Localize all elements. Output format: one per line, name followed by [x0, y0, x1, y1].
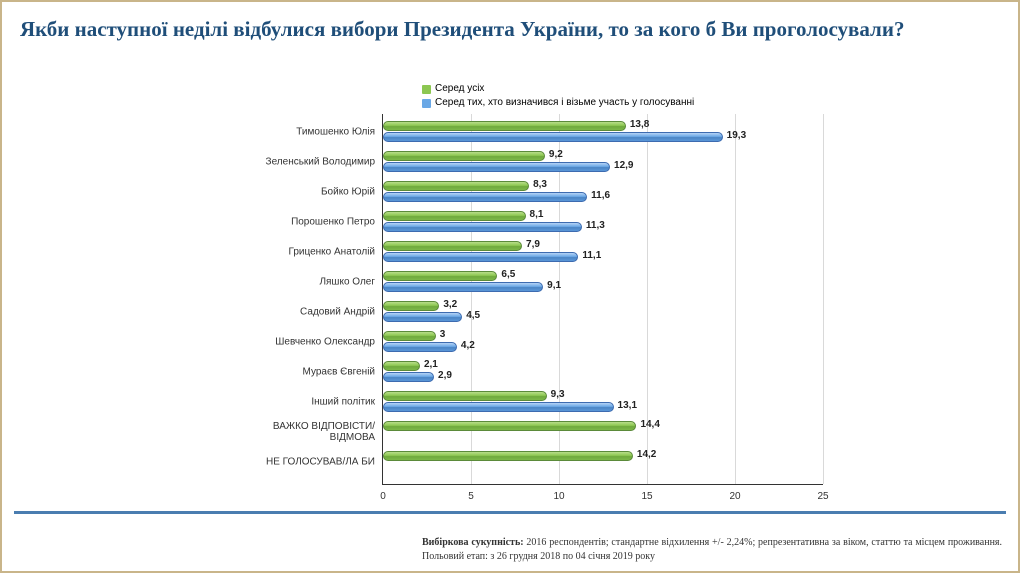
bar-series-a	[383, 151, 545, 161]
bar-value-a: 3,2	[443, 299, 457, 310]
bar-series-b	[383, 192, 587, 202]
bar-value-a: 3	[440, 329, 446, 340]
bar-value-a: 6,5	[501, 269, 515, 280]
bar-value-b: 11,1	[582, 250, 601, 261]
bar-series-b	[383, 162, 610, 172]
x-label: 0	[380, 491, 386, 502]
bar-value-a: 9,2	[549, 149, 563, 160]
category-label: Садовий Андрій	[300, 307, 383, 318]
legend-swatch-b	[422, 99, 431, 108]
bar-series-b	[383, 282, 543, 292]
bar-series-b	[383, 222, 582, 232]
x-label: 10	[553, 491, 564, 502]
legend: Серед усіх Серед тих, хто визначився і в…	[422, 82, 694, 110]
bar-value-b: 4,2	[461, 340, 475, 351]
grid-line	[823, 114, 824, 484]
category-label: Порошенко Петро	[291, 217, 383, 228]
legend-item-a: Серед усіх	[422, 82, 694, 96]
bar-series-b	[383, 372, 434, 382]
bar-series-b	[383, 402, 614, 412]
bar-series-a	[383, 301, 439, 311]
bar-series-a	[383, 181, 529, 191]
bar-value-a: 7,9	[526, 239, 540, 250]
legend-label-a: Серед усіх	[435, 82, 484, 96]
footer-text: Вибіркова сукупність: 2016 респондентів;…	[422, 536, 1002, 563]
plot-area: 0510152025Тимошенко Юлія13,819,3Зеленськ…	[382, 114, 823, 485]
x-label: 15	[641, 491, 652, 502]
category-label: Інший політик	[311, 397, 383, 408]
page-title: Якби наступної неділі відбулися вибори П…	[2, 2, 1018, 48]
bar-value-b: 2,9	[438, 370, 452, 381]
bar-series-b	[383, 342, 457, 352]
bar-series-a	[383, 241, 522, 251]
category-label: ВАЖКО ВІДПОВІСТИ/ВІДМОВА	[265, 421, 383, 443]
category-label: Мураєв Євгеній	[303, 367, 383, 378]
bar-value-b: 11,6	[591, 190, 610, 201]
category-label: Шевченко Олександр	[275, 337, 383, 348]
bar-series-a	[383, 391, 547, 401]
category-label: НЕ ГОЛОСУВАВ/ЛА БИ	[266, 457, 383, 468]
bar-value-b: 13,1	[618, 400, 637, 411]
bar-value-b: 9,1	[547, 280, 561, 291]
chart: Серед усіх Серед тих, хто визначився і в…	[232, 82, 872, 502]
grid-line	[735, 114, 736, 484]
category-label: Ляшко Олег	[319, 277, 383, 288]
bar-series-b	[383, 132, 723, 142]
bar-series-b	[383, 252, 578, 262]
slide: Якби наступної неділі відбулися вибори П…	[0, 0, 1020, 573]
legend-item-b: Серед тих, хто визначився і візьме участ…	[422, 96, 694, 110]
legend-label-b: Серед тих, хто визначився і візьме участ…	[435, 96, 694, 110]
bar-series-a	[383, 421, 636, 431]
bar-value-b: 4,5	[466, 310, 480, 321]
bar-series-b	[383, 312, 462, 322]
bar-value-a: 2,1	[424, 359, 438, 370]
footer-lead: Вибіркова сукупність:	[422, 537, 524, 548]
bar-value-b: 19,3	[727, 130, 746, 141]
category-label: Тимошенко Юлія	[296, 127, 383, 138]
category-label: Зеленський Володимир	[266, 157, 383, 168]
bar-value-b: 11,3	[586, 220, 605, 231]
bar-value-a: 14,2	[637, 449, 656, 460]
bar-series-a	[383, 121, 626, 131]
bar-value-a: 8,1	[530, 209, 544, 220]
bar-value-b: 12,9	[614, 160, 633, 171]
bar-value-a: 13,8	[630, 119, 649, 130]
bar-series-a	[383, 331, 436, 341]
bar-series-a	[383, 361, 420, 371]
x-label: 25	[817, 491, 828, 502]
category-label: Бойко Юрій	[321, 187, 383, 198]
bar-value-a: 8,3	[533, 179, 547, 190]
bar-value-a: 9,3	[551, 389, 565, 400]
bar-series-a	[383, 451, 633, 461]
footer-rule	[14, 511, 1006, 515]
bar-series-a	[383, 211, 526, 221]
category-label: Гриценко Анатолій	[288, 247, 383, 258]
bar-value-a: 14,4	[640, 419, 659, 430]
legend-swatch-a	[422, 85, 431, 94]
bar-series-a	[383, 271, 497, 281]
x-label: 20	[729, 491, 740, 502]
x-label: 5	[468, 491, 474, 502]
